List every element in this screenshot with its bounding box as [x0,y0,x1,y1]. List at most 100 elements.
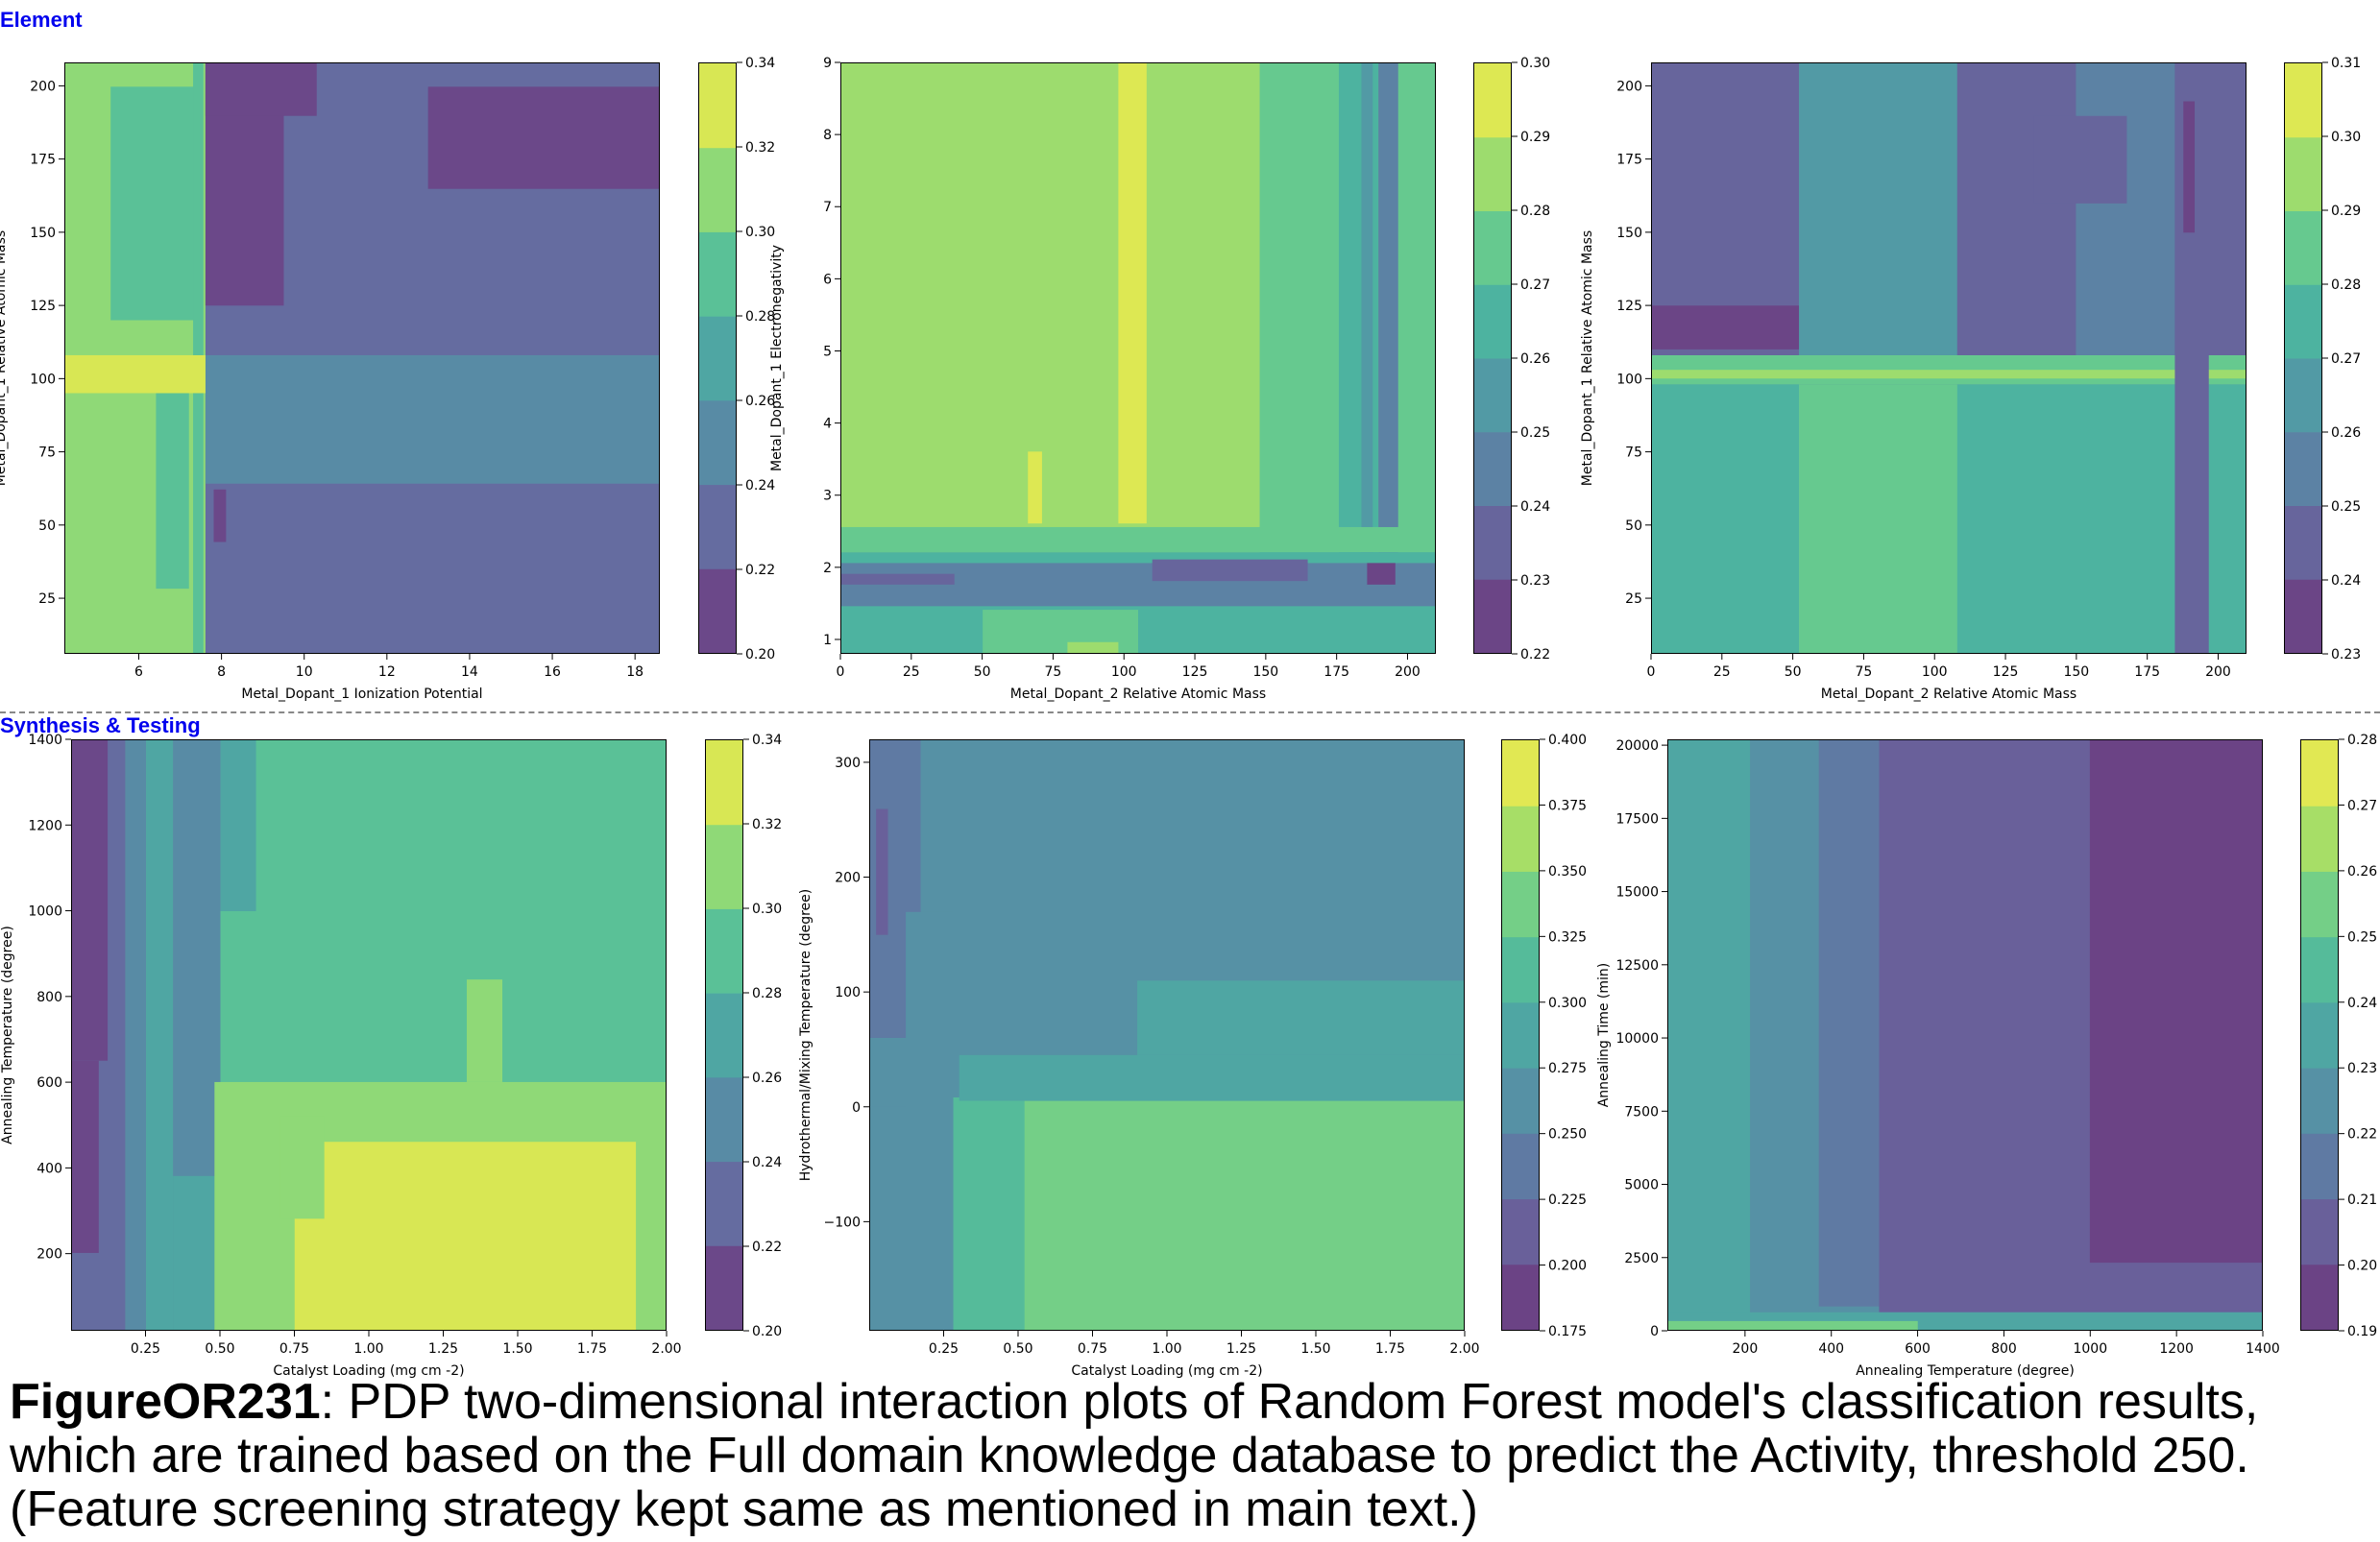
colorbar-tick-label: 0.28 [2331,277,2361,293]
colorbar-level-6 [1474,210,1511,285]
x-tick-label: 75 [1856,664,1873,680]
y-tick-label: 300 [835,756,861,771]
x-tick-label: 175 [2134,664,2160,680]
colorbar-tick-label: 0.300 [1548,996,1587,1011]
y-tick-label: 1000 [28,904,62,920]
colorbar-level-8 [1474,63,1511,138]
x-tick-label: 25 [1713,664,1731,680]
colorbar-tick-label: 0.25 [2347,929,2377,945]
colorbar-level-4 [1502,1068,1539,1134]
colorbar-tick-label: 0.275 [1548,1061,1587,1076]
colorbar-tick-label: 0.23 [1520,573,1550,589]
y-tick-label: 400 [36,1161,62,1176]
colorbar-tick-label: 0.34 [752,733,782,748]
x-tick-label: 400 [1818,1341,1844,1357]
colorbar-tick-label: 0.24 [745,478,775,494]
heatmap-region-4 [125,740,147,1330]
colorbar-tick-label: 0.26 [2331,425,2361,441]
colorbar-tick-label: 0.375 [1548,798,1587,813]
heatmap-region-9 [427,86,659,189]
heatmap-panel-3 [1651,62,2246,654]
x-tick-label: 200 [2205,664,2231,680]
y-tick-label: 10000 [1615,1031,1659,1047]
heatmap-region-13 [2033,115,2127,204]
y-tick-label: 2500 [1624,1251,1659,1266]
colorbar-level-1 [2301,1264,2338,1330]
colorbar-level-1 [2285,579,2321,653]
x-tick-label: 1.50 [502,1341,532,1357]
colorbar-level-1 [699,568,736,653]
y-tick-label: 200 [835,871,861,886]
y-tick-label: 3 [823,489,832,504]
heatmap-region-7 [1668,1320,1918,1330]
y-tick-label: 75 [1625,446,1642,461]
heatmap-region-6 [65,354,206,394]
colorbar-tick-label: 0.30 [2331,130,2361,145]
x-tick-label: 14 [461,664,478,680]
colorbar-3 [2284,62,2322,654]
heatmap-panel-5 [869,739,1465,1331]
section-label-element: Element [0,8,83,32]
y-tick-label: 100 [1616,372,1642,387]
x-tick-label: 150 [2063,664,2089,680]
colorbar-level-3 [699,399,736,486]
colorbar-tick-label: 0.34 [745,56,775,71]
y-tick-label: 175 [1616,153,1642,168]
x-tick-label: 1.00 [1152,1341,1181,1357]
colorbar-tick-label: 0.24 [1520,499,1550,515]
colorbar-level-4 [699,316,736,401]
colorbar-tick-label: 0.325 [1548,929,1587,945]
colorbar-tick-label: 0.24 [2347,996,2377,1011]
colorbar-level-9 [1502,740,1539,807]
heatmap-region-7 [841,526,1435,553]
colorbar-level-1 [1474,579,1511,653]
x-axis-label: Metal_Dopant_2 Relative Atomic Mass [1821,687,2076,702]
heatmap-region-3 [1652,384,1800,653]
colorbar-level-4 [1474,358,1511,433]
colorbar-1 [698,62,737,654]
colorbar-level-8 [2285,63,2321,138]
colorbar-level-5 [2285,284,2321,359]
colorbar-level-5 [706,908,742,994]
colorbar-5 [1501,739,1540,1331]
heatmap-region-14 [1652,305,1800,349]
x-tick-label: 0.25 [929,1341,959,1357]
heatmap-region-3 [1024,1100,1464,1330]
x-tick-label: 0.50 [1003,1341,1032,1357]
x-tick-label: 175 [1324,664,1349,680]
y-tick-label: 4 [823,417,832,432]
colorbar-level-7 [2301,871,2338,938]
colorbar-tick-label: 0.30 [1520,56,1550,71]
heatmap-region-8 [1137,980,1464,1055]
caption-text: : PDP two-dimensional interaction plots … [10,1374,2259,1537]
y-axis-label: Metal_Dopant_1 Relative Atomic Mass [0,230,9,486]
x-tick-label: 1.00 [353,1341,383,1357]
figure-id: FigureOR231 [10,1374,321,1430]
heatmap-panel-1 [64,62,660,654]
heatmap-region-6 [1378,63,1398,653]
colorbar-tick-label: 0.23 [2347,1061,2377,1076]
y-axis-label: Annealing Time (min) [1596,963,1612,1108]
x-tick-label: 1.75 [577,1341,607,1357]
colorbar-level-1 [1502,1264,1539,1330]
colorbar-tick-label: 0.29 [1520,130,1550,145]
colorbar-4 [705,739,743,1331]
x-tick-label: 200 [1733,1341,1759,1357]
x-axis-label: Metal_Dopant_2 Relative Atomic Mass [1010,687,1266,702]
colorbar-level-3 [1502,1133,1539,1200]
x-tick-label: 1.75 [1375,1341,1405,1357]
colorbar-tick-label: 0.28 [752,986,782,1001]
y-tick-label: 50 [38,518,56,534]
colorbar-tick-label: 0.28 [745,309,775,325]
y-tick-label: 0 [1650,1324,1659,1339]
colorbar-tick-label: 0.24 [2331,573,2361,589]
colorbar-tick-label: 0.30 [752,902,782,917]
colorbar-tick-label: 0.28 [2347,733,2377,748]
y-tick-label: 5000 [1624,1178,1659,1193]
colorbar-tick-label: 0.20 [752,1324,782,1339]
heatmap-region-5 [205,354,659,484]
heatmap-region-12 [2183,101,2196,233]
colorbar-level-5 [699,231,736,317]
heatmap-region-2 [1750,740,1819,1330]
colorbar-tick-label: 0.27 [1520,277,1550,293]
